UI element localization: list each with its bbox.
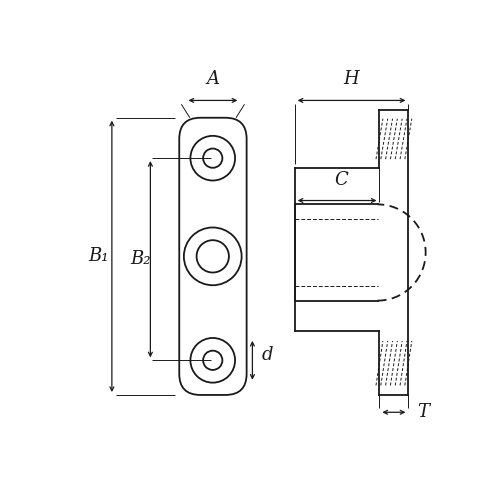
Text: C: C [334,171,348,189]
Text: B₂: B₂ [130,250,151,268]
Text: d: d [262,346,274,364]
Text: H: H [344,70,359,87]
Text: T: T [417,404,429,421]
Text: B₁: B₁ [88,248,108,266]
Text: A: A [206,70,219,87]
